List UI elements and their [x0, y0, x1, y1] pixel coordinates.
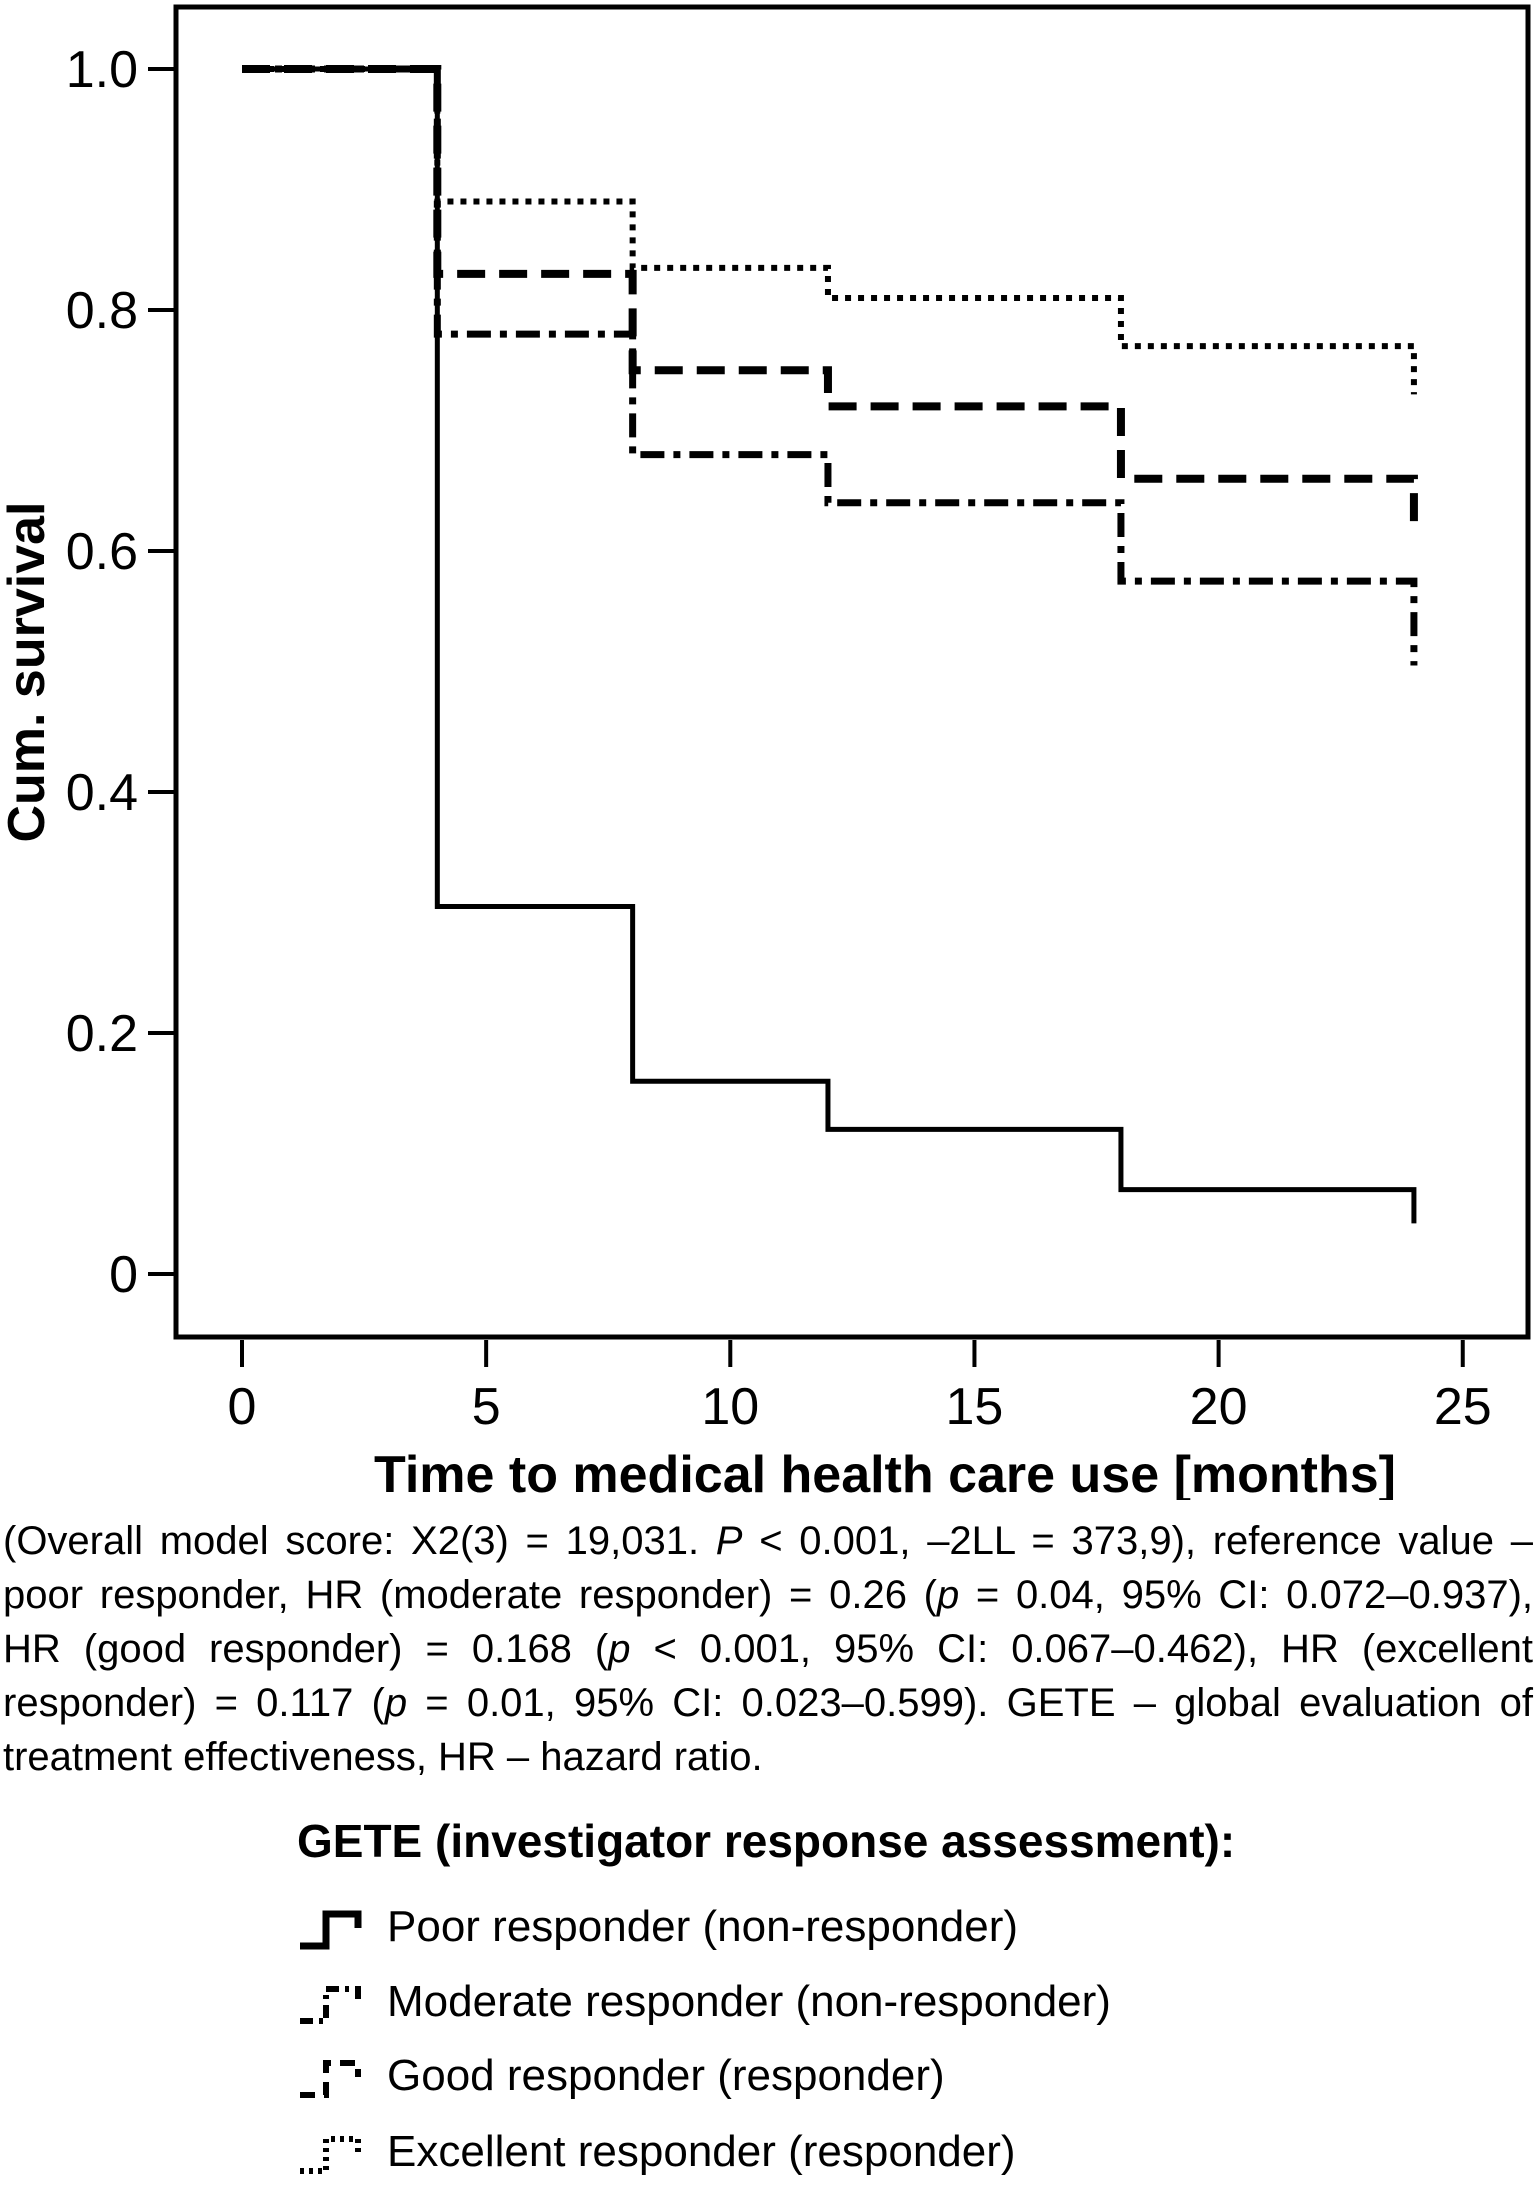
y-tick-label-0.6: 0.6	[66, 523, 138, 581]
y-tick-label-1.0: 1.0	[66, 41, 138, 99]
dotted-step-line-icon	[300, 2136, 361, 2174]
legend-line-sample-solid	[300, 1910, 362, 1950]
legend-item-excellent: Excellent responder (responder)	[297, 2124, 1016, 2180]
y-axis-title: Cum. survival	[0, 501, 56, 842]
x-axis-title: Time to medical health care use [months]	[374, 1446, 1396, 1500]
figure-caption: (Overall model score: X2(3) = 19,031. P …	[3, 1514, 1533, 1784]
legend-item-good: Good responder (responder)	[297, 2048, 945, 2104]
legend-line-sample-dashed	[300, 2060, 361, 2098]
legend-item-label: Moderate responder (non-responder)	[387, 1977, 1111, 2026]
x-tick-label-15: 15	[946, 1378, 1004, 1436]
legend-item-label: Good responder (responder)	[387, 2051, 945, 2100]
legend-line-sample-dashdot	[300, 1986, 361, 2024]
caption-italic-segment: P	[715, 1519, 743, 1563]
km-survival-chart: 0 0.2 0.4 0.6 0.8 1.0 0 5 10 15 20 25 Time to medi…	[0, 4, 1531, 1500]
caption-italic-segment: p	[384, 1681, 408, 1725]
x-tick-label-20: 20	[1190, 1378, 1248, 1436]
caption-italic-segment: p	[936, 1573, 960, 1617]
legend-item-moderate: Moderate responder (non-responder)	[297, 1974, 1111, 2030]
x-tick-label-10: 10	[701, 1378, 759, 1436]
x-tick-label-25: 25	[1434, 1378, 1492, 1436]
curve-dotted	[242, 66, 1417, 395]
dashed-step-line-icon	[300, 2060, 361, 2098]
curve-dashed	[242, 65, 1418, 533]
y-tick-label-0: 0	[109, 1246, 138, 1304]
x-tick-label-0: 0	[228, 1378, 257, 1436]
curve-dashdot	[242, 65, 1418, 666]
dashdot-step-line-icon	[300, 1986, 361, 2024]
y-tick-label-0.4: 0.4	[66, 764, 138, 822]
y-tick-label-0.2: 0.2	[66, 1005, 138, 1063]
caption-segment: (Overall model score: X2(3) = 19,031.	[3, 1519, 716, 1563]
x-axis-ticks: 0 5 10 15 20 25	[228, 1340, 1492, 1436]
caption-italic-segment: p	[608, 1627, 631, 1671]
y-tick-label-0.8: 0.8	[66, 282, 138, 340]
curve-solid	[242, 66, 1417, 1224]
legend-item-label: Excellent responder (responder)	[387, 2127, 1016, 2176]
caption-segment: < 0.001, 95% CI: 0.067–0.462), HR (excel…	[3, 1627, 1534, 1725]
legend-item-poor: Poor responder (non-responder)	[297, 1899, 1018, 1955]
solid-step-line-icon	[300, 1910, 362, 1950]
caption-segment: = 0.04, 95% CI: 0.072–0.937), HR (good r…	[3, 1573, 1534, 1671]
caption-segment: = 0.01, 95% CI: 0.023–0.599). GETE – glo…	[3, 1681, 1533, 1779]
survival-curves	[242, 65, 1418, 1224]
legend-line-sample-dotted	[300, 2136, 361, 2174]
y-axis-ticks: 0 0.2 0.4 0.6 0.8 1.0	[66, 41, 174, 1304]
caption-segment: < 0.001, –2LL = 373,9), reference value …	[3, 1519, 1533, 1617]
legend-heading: GETE (investigator response assessment):	[297, 1815, 1236, 1867]
plot-area-border	[173, 4, 1531, 1340]
x-tick-label-5: 5	[472, 1378, 501, 1436]
legend-item-label: Poor responder (non-responder)	[387, 1902, 1019, 1951]
